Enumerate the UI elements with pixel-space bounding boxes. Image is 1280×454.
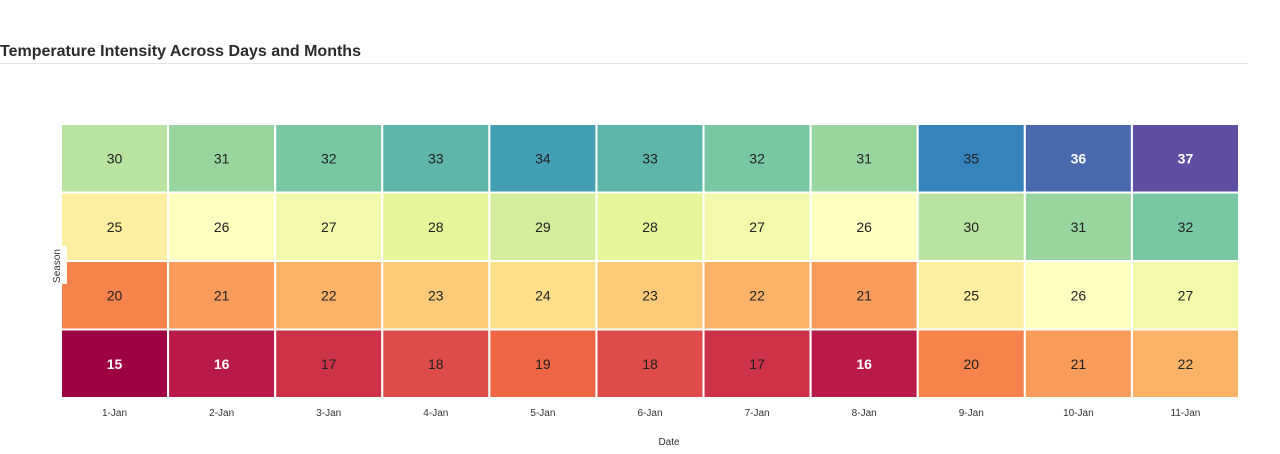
cell-value-label: 27 — [1178, 287, 1194, 303]
cell-value-label: 22 — [321, 287, 337, 303]
heatmap-cell — [809, 328, 919, 399]
heatmap-cell — [488, 260, 598, 331]
heatmap-cell — [1130, 123, 1240, 194]
cell-value-label: 18 — [642, 356, 658, 372]
cell-value-label: 16 — [214, 356, 230, 372]
x-tick-label: 4-Jan — [423, 408, 448, 419]
x-axis-ticks: 1-Jan 2-Jan 3-Jan 4-Jan 5-Jan 6-Jan 7-Jan 8-Jan… — [102, 408, 1200, 419]
cell-value-label: 28 — [642, 219, 658, 235]
cell-value-label: 20 — [963, 356, 979, 372]
x-tick-label: 2-Jan — [209, 408, 234, 419]
cell-value-label: 26 — [1071, 287, 1087, 303]
heatmap-cell — [702, 328, 812, 399]
cell-value-label: 25 — [107, 219, 123, 235]
cell-value-label: 17 — [749, 356, 765, 372]
cell-value-label: 20 — [107, 287, 123, 303]
heatmap-cell — [381, 123, 491, 194]
x-tick-label: 1-Jan — [102, 408, 127, 419]
x-tick-label: 3-Jan — [316, 408, 341, 419]
cell-value-label: 21 — [1071, 356, 1087, 372]
x-tick-label: 8-Jan — [852, 408, 877, 419]
cell-value-label: 15 — [107, 356, 123, 372]
cell-value-label: 33 — [428, 150, 444, 166]
cell-value-label: 21 — [214, 287, 230, 303]
cell-value-label: 29 — [535, 219, 551, 235]
heatmap-cell — [60, 191, 170, 262]
heatmap-cell — [1130, 191, 1240, 262]
x-tick-label: 10-Jan — [1063, 408, 1094, 419]
x-tick-label: 5-Jan — [530, 408, 555, 419]
cell-value-label: 36 — [1071, 150, 1087, 166]
cell-value-label: 32 — [749, 150, 765, 166]
cell-value-label: 32 — [321, 150, 337, 166]
heatmap-cell — [916, 260, 1026, 331]
heatmap-cell — [274, 123, 384, 194]
cell-value-label: 31 — [856, 150, 872, 166]
cell-value-label: 23 — [428, 287, 444, 303]
cell-value-label: 23 — [642, 287, 658, 303]
heatmap-cell — [274, 191, 384, 262]
cell-value-label: 31 — [214, 150, 230, 166]
x-tick-label: 11-Jan — [1171, 408, 1201, 419]
cell-value-label: 34 — [535, 150, 551, 166]
y-axis-title: Season — [52, 249, 63, 283]
heatmap-cell — [167, 260, 277, 331]
cell-value-label: 26 — [214, 219, 230, 235]
cell-value-label: 18 — [428, 356, 444, 372]
cell-value-label: 27 — [321, 219, 337, 235]
heatmap-cell — [916, 191, 1026, 262]
x-tick-label: 9-Jan — [959, 408, 984, 419]
cell-value-label: 32 — [1178, 219, 1194, 235]
cell-value-label: 37 — [1178, 150, 1194, 166]
heatmap-cell — [702, 123, 812, 194]
heatmap-cell — [60, 260, 170, 331]
chart-title: Temperature Intensity Across Days and Mo… — [0, 43, 361, 60]
cell-value-label: 24 — [535, 287, 551, 303]
cell-value-label: 35 — [963, 150, 979, 166]
heatmap-cell — [381, 191, 491, 262]
heatmap-cell — [1130, 328, 1240, 399]
heatmap-cell — [916, 328, 1026, 399]
heatmap-cell — [595, 328, 705, 399]
heatmap-cell — [381, 260, 491, 331]
cell-value-label: 28 — [428, 219, 444, 235]
heatmap-cell — [595, 123, 705, 194]
cell-value-label: 21 — [856, 287, 872, 303]
heatmap-cell — [167, 328, 277, 399]
heatmap-cell — [167, 123, 277, 194]
cell-value-label: 26 — [856, 219, 872, 235]
cell-value-label: 33 — [642, 150, 658, 166]
cell-value-label: 22 — [1178, 356, 1194, 372]
y-axis-title-box: Season — [51, 246, 67, 284]
heatmap-cell — [488, 328, 598, 399]
heatmap-cells: 30 31 32 33 34 33 32 31 35 36 37 25 26 27 28 29 28 27 26 30… — [60, 123, 1240, 399]
heatmap-cell — [488, 191, 598, 262]
title-divider — [0, 63, 1248, 64]
cell-value-label: 19 — [535, 356, 551, 372]
cell-value-label: 25 — [963, 287, 979, 303]
x-tick-label: 7-Jan — [745, 408, 770, 419]
cell-value-label: 30 — [963, 219, 979, 235]
cell-value-label: 27 — [749, 219, 765, 235]
cell-value-label: 22 — [749, 287, 765, 303]
heatmap-cell — [809, 260, 919, 331]
cell-value-label: 31 — [1071, 219, 1087, 235]
cell-value-label: 17 — [321, 356, 337, 372]
heatmap-cell — [1130, 260, 1240, 331]
heatmap-cell — [1023, 191, 1133, 262]
cell-value-label: 30 — [107, 150, 123, 166]
heatmap-cell — [274, 328, 384, 399]
x-axis-title: Date — [658, 437, 680, 448]
cell-value-label: 16 — [856, 356, 872, 372]
x-tick-label: 6-Jan — [637, 408, 662, 419]
heatmap-cell — [595, 191, 705, 262]
